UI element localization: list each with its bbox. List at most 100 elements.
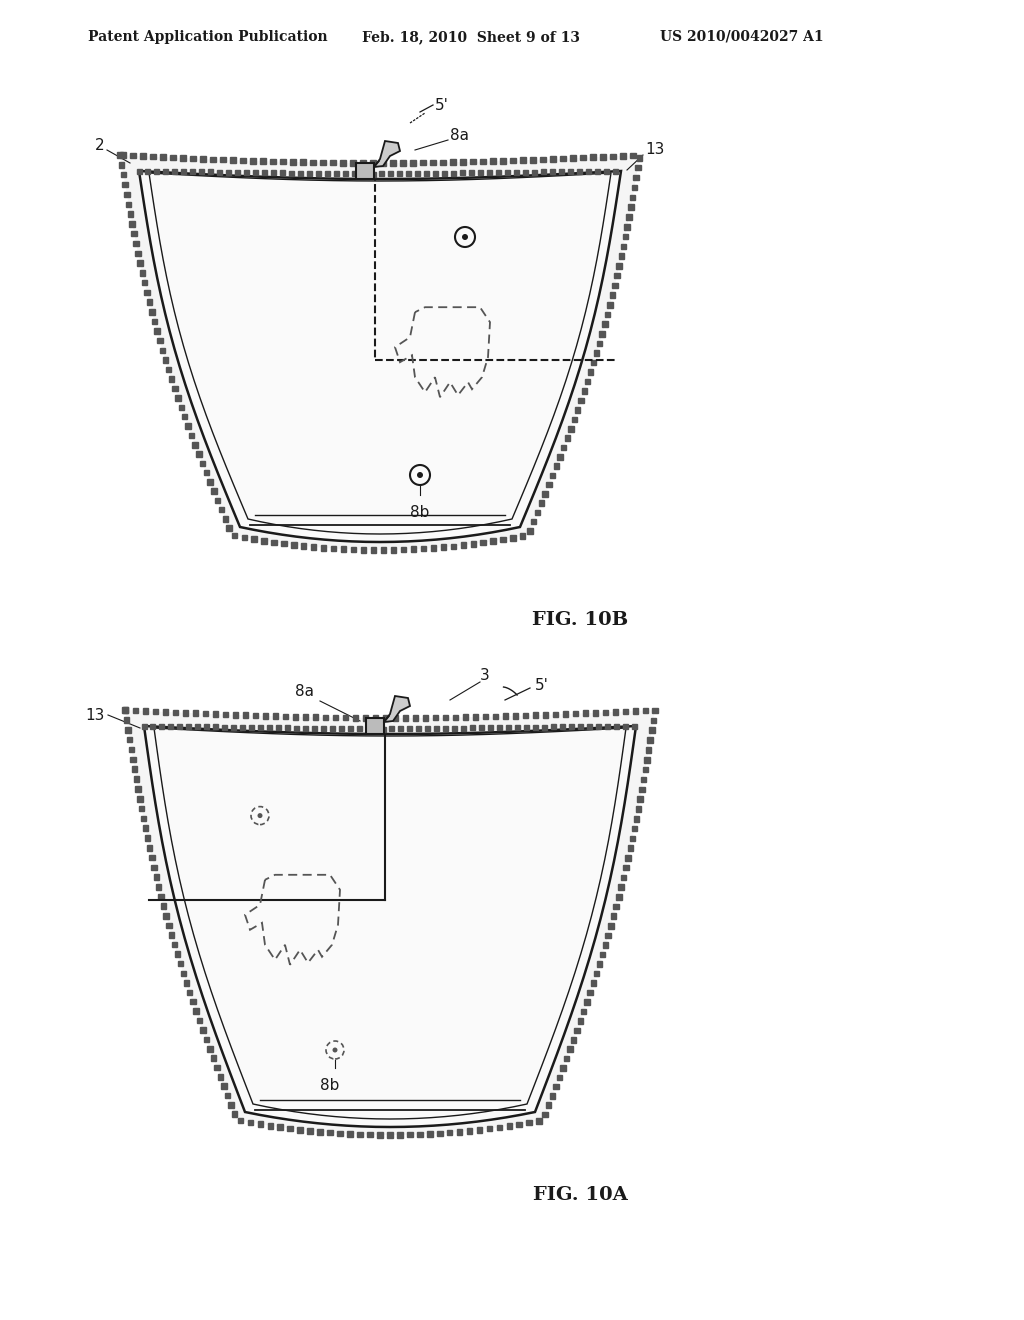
Bar <box>626 855 631 861</box>
Bar <box>572 711 579 717</box>
Bar <box>351 546 356 552</box>
Bar <box>457 1129 463 1135</box>
Polygon shape <box>144 726 636 1127</box>
Bar <box>570 156 575 161</box>
Bar <box>252 536 257 543</box>
Bar <box>223 711 228 717</box>
Bar <box>333 715 338 721</box>
Bar <box>383 715 388 721</box>
Bar <box>478 170 483 176</box>
Bar <box>371 160 376 166</box>
Bar <box>569 725 574 729</box>
Bar <box>281 541 287 546</box>
Bar <box>173 710 178 715</box>
Bar <box>650 718 656 723</box>
Bar <box>137 260 143 265</box>
Text: Feb. 18, 2010  Sheet 9 of 13: Feb. 18, 2010 Sheet 9 of 13 <box>362 30 580 44</box>
Bar <box>152 865 157 870</box>
Bar <box>253 713 258 718</box>
Bar <box>200 461 205 466</box>
Bar <box>397 172 402 176</box>
Bar <box>204 1036 209 1043</box>
Bar <box>423 715 428 721</box>
Circle shape <box>257 813 262 818</box>
Bar <box>321 160 326 165</box>
Bar <box>281 170 286 176</box>
Bar <box>587 169 592 174</box>
Bar <box>288 1126 293 1131</box>
Bar <box>637 156 642 161</box>
Bar <box>228 1102 233 1107</box>
Text: 3: 3 <box>480 668 489 682</box>
Bar <box>121 172 126 177</box>
Bar <box>649 727 654 733</box>
Bar <box>497 1125 502 1130</box>
Bar <box>350 160 355 165</box>
Bar <box>497 170 502 176</box>
Bar <box>560 725 565 730</box>
Bar <box>267 1123 273 1129</box>
Bar <box>221 1084 226 1089</box>
Bar <box>177 961 183 966</box>
Bar <box>327 1130 333 1135</box>
Bar <box>286 726 291 730</box>
Bar <box>381 548 386 553</box>
Bar <box>614 723 620 729</box>
Bar <box>603 710 608 715</box>
Bar <box>190 999 196 1005</box>
Bar <box>169 376 174 381</box>
Bar <box>183 979 189 986</box>
Bar <box>552 725 556 730</box>
Bar <box>276 725 282 730</box>
Bar <box>178 404 184 411</box>
Bar <box>293 714 298 719</box>
Bar <box>169 932 174 937</box>
Bar <box>232 1111 238 1117</box>
Bar <box>231 725 237 730</box>
Bar <box>388 172 393 177</box>
Bar <box>416 172 421 176</box>
Bar <box>321 545 327 550</box>
Bar <box>220 157 226 162</box>
Bar <box>146 300 152 305</box>
Circle shape <box>462 234 468 240</box>
Bar <box>442 170 447 176</box>
Bar <box>307 1129 312 1134</box>
Bar <box>571 417 578 422</box>
Bar <box>632 826 637 832</box>
Bar <box>425 170 429 176</box>
Bar <box>263 713 268 718</box>
Bar <box>451 160 456 165</box>
Bar <box>471 541 476 546</box>
Bar <box>507 725 512 730</box>
Bar <box>581 1008 587 1014</box>
Bar <box>486 1126 493 1131</box>
Bar <box>440 544 446 550</box>
Bar <box>579 397 584 404</box>
Bar <box>260 158 266 164</box>
Bar <box>215 498 220 503</box>
Bar <box>151 723 156 729</box>
Bar <box>163 358 168 363</box>
Bar <box>311 544 316 549</box>
Bar <box>532 169 538 174</box>
Bar <box>340 160 346 165</box>
Bar <box>407 172 412 176</box>
Bar <box>616 263 622 269</box>
Bar <box>550 156 556 162</box>
Bar <box>498 725 503 730</box>
Bar <box>451 544 456 549</box>
Bar <box>262 170 267 176</box>
Bar <box>326 172 331 176</box>
Bar <box>594 350 599 356</box>
Bar <box>594 972 599 977</box>
Bar <box>516 1122 522 1127</box>
Bar <box>172 385 177 391</box>
Bar <box>245 170 250 176</box>
Bar <box>357 726 362 731</box>
Bar <box>317 1129 323 1135</box>
Bar <box>632 185 637 190</box>
Bar <box>373 715 378 721</box>
Bar <box>616 894 622 900</box>
Bar <box>613 169 618 173</box>
